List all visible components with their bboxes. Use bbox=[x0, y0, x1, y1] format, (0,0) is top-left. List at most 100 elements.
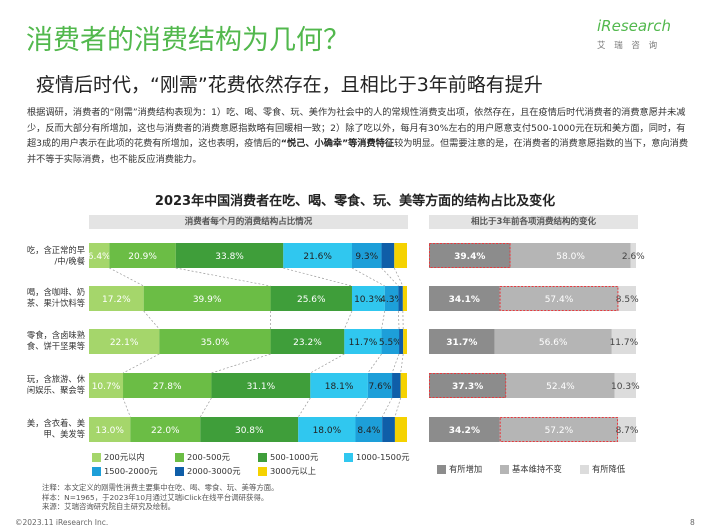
legend-item-unchanged: 基本维持不变 bbox=[500, 463, 562, 475]
note-source: 来源：艾瑞咨询研究院自主研究及绘制。 bbox=[42, 502, 176, 512]
bar-segment bbox=[392, 373, 401, 398]
highlight-box bbox=[499, 286, 619, 311]
data-label: 17.2% bbox=[102, 295, 131, 305]
legend-item-200-500: 200-500元 bbox=[175, 451, 230, 463]
page-subtitle: 疫情后时代，“刚需”花费依然存在，且相比于3年前略有提升 bbox=[36, 74, 543, 96]
connector-line bbox=[351, 267, 385, 287]
data-label: 52.4% bbox=[546, 382, 575, 392]
data-label: 6.4% bbox=[88, 252, 111, 262]
bar-segment bbox=[402, 286, 407, 311]
bar-segment bbox=[367, 373, 393, 398]
connector-line bbox=[175, 267, 271, 287]
bar-segment bbox=[429, 329, 495, 354]
data-label: 10.3% bbox=[611, 382, 640, 392]
legend-item-increased: 有所增加 bbox=[437, 463, 482, 475]
legend-item-2000-3000: 2000-3000元 bbox=[175, 465, 241, 477]
connector-line bbox=[199, 397, 212, 418]
data-label: 57.2% bbox=[545, 426, 574, 436]
bar-segment bbox=[506, 373, 615, 398]
data-label: 10.3% bbox=[354, 295, 383, 305]
bar-segment bbox=[429, 373, 507, 398]
highlight-box bbox=[429, 373, 507, 398]
page-title: 消费者的消费结构为几何？ bbox=[26, 25, 350, 56]
connector-line bbox=[393, 267, 404, 287]
connector-line bbox=[400, 353, 404, 374]
right-panel-header: 相比于3年前各项消费结构的变化 bbox=[429, 215, 638, 229]
note-definition: 注释：本文定义的刚需性消费主要集中在吃、喝、零食、玩、美等方面。 bbox=[42, 483, 279, 492]
legend-item-500-1000: 500-1000元 bbox=[258, 451, 318, 463]
note-sample: 样本：N=1965，于2023年10月通过艾瑞iClick在线平台调研获得。 bbox=[42, 492, 269, 502]
bar-segment bbox=[384, 286, 399, 311]
bar-segment bbox=[89, 286, 144, 311]
legend-swatch bbox=[580, 464, 589, 474]
bar-segment bbox=[429, 417, 500, 442]
legend-swatch bbox=[92, 452, 101, 462]
data-label: 27.8% bbox=[153, 382, 182, 392]
bar-segment bbox=[89, 243, 110, 268]
page-number: 8 bbox=[690, 518, 695, 527]
connector-line bbox=[143, 310, 160, 330]
data-label: 2.6% bbox=[622, 252, 645, 262]
connector-line bbox=[297, 397, 311, 418]
data-label: 8.5% bbox=[616, 295, 639, 305]
bar-segment bbox=[510, 243, 631, 268]
data-label: 56.6% bbox=[539, 338, 568, 348]
category-label-play: 玩，含旅游、休 闲娱乐、聚会等 bbox=[26, 374, 85, 395]
legend-swatch bbox=[258, 466, 267, 476]
data-label: 13.0% bbox=[95, 426, 124, 436]
body-paragraph: 根据调研，消费者的“刚需”消费结构表现为：1）吃、喝、零食、玩、美作为社会中的人… bbox=[27, 105, 689, 167]
highlight-box bbox=[429, 243, 511, 268]
bar-segment bbox=[429, 286, 500, 311]
bar-segment bbox=[298, 417, 356, 442]
bar-segment bbox=[351, 243, 382, 268]
connector-line bbox=[391, 353, 400, 374]
bar-segment bbox=[159, 329, 271, 354]
data-label: 18.1% bbox=[325, 382, 354, 392]
connector-line bbox=[367, 353, 382, 374]
data-label: 5.5% bbox=[379, 338, 402, 348]
category-label-snack: 零食，含卤味熟 食、饼干坚果等 bbox=[26, 330, 85, 351]
bar-segment bbox=[399, 329, 404, 354]
iresearch-logo: iResearch 艾 瑞 咨 询 bbox=[597, 17, 689, 57]
logo-subtext: 艾 瑞 咨 询 bbox=[597, 41, 661, 51]
legend-item-decreased: 有所降低 bbox=[580, 463, 625, 475]
bar-segment bbox=[403, 329, 407, 354]
logo-text: iResearch bbox=[597, 17, 671, 35]
bar-segment bbox=[381, 243, 395, 268]
bar-segment bbox=[283, 243, 352, 268]
bar-segment bbox=[175, 243, 284, 268]
legend-item-1500-2000: 1500-2000元 bbox=[92, 465, 158, 477]
legend-item-under-200: 200元以内 bbox=[92, 451, 145, 463]
bar-segment bbox=[611, 329, 636, 354]
connector-line bbox=[283, 267, 353, 287]
data-label: 34.2% bbox=[449, 426, 480, 436]
data-label: 7.6% bbox=[369, 382, 392, 392]
bar-segment bbox=[494, 329, 612, 354]
legend-swatch bbox=[258, 452, 267, 462]
body-text-bold: “悦己、小确幸”等消费特征 bbox=[280, 138, 395, 150]
legend-swatch bbox=[437, 464, 446, 474]
data-label: 35.0% bbox=[201, 338, 230, 348]
data-label: 21.6% bbox=[303, 252, 332, 262]
bar-segment bbox=[400, 373, 407, 398]
bar-segment bbox=[382, 417, 395, 442]
data-label: 11.7% bbox=[610, 338, 639, 348]
bar-segment bbox=[143, 286, 271, 311]
bar-segment bbox=[200, 417, 299, 442]
bar-segment bbox=[618, 286, 636, 311]
category-label-drink: 喝，含咖啡、奶 茶、果汁饮料等 bbox=[26, 287, 85, 308]
legend-item-over-3000: 3000元以上 bbox=[258, 465, 316, 477]
connector-line bbox=[394, 397, 401, 418]
bar-segment bbox=[344, 329, 382, 354]
bar-segment bbox=[89, 417, 131, 442]
body-text-part2: 较为明显。但需要注意的是，在消费者的消费意愿指数的当下，意向消费并不等于实际消费… bbox=[27, 138, 689, 165]
data-label: 31.1% bbox=[247, 382, 276, 392]
bar-segment bbox=[618, 417, 636, 442]
legend-swatch bbox=[500, 464, 509, 474]
data-label: 11.7% bbox=[349, 338, 378, 348]
bar-segment bbox=[394, 417, 407, 442]
legend-item-1000-1500: 1000-1500元 bbox=[344, 451, 410, 463]
connector-line bbox=[381, 267, 399, 287]
bar-segment bbox=[109, 243, 176, 268]
data-label: 4.3% bbox=[380, 295, 403, 305]
